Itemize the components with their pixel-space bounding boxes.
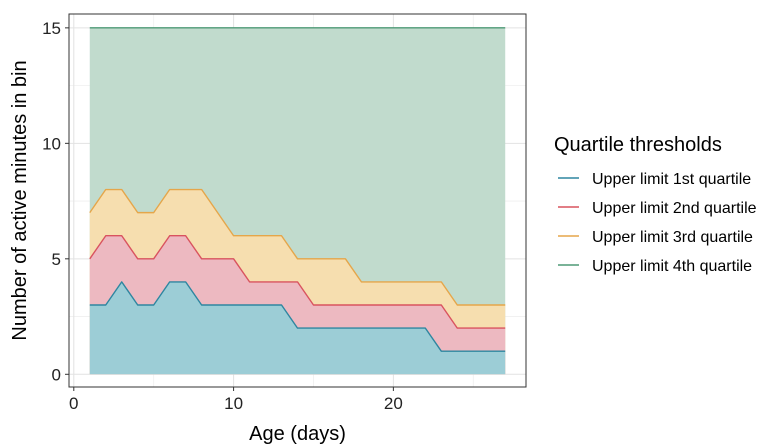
x-axis-ticks: 0 10 20: [69, 387, 403, 413]
area-layer: [89, 27, 506, 375]
legend-label-4: Upper limit 4th quartile: [592, 258, 752, 275]
legend-items: Upper limit 1st quartile Upper limit 2nd …: [558, 171, 757, 275]
y-tick-label: 10: [42, 134, 61, 153]
legend-label-3: Upper limit 3rd quartile: [592, 229, 753, 246]
line-series-1: [89, 281, 506, 352]
y-tick-label: 5: [52, 250, 61, 269]
x-tick-label: 0: [69, 394, 78, 413]
legend: Quartile thresholds Upper limit 1st quar…: [554, 134, 757, 275]
x-tick-label: 20: [384, 394, 403, 413]
y-tick-label: 0: [52, 365, 61, 384]
y-axis-ticks: 0 5 10 15: [42, 19, 69, 384]
line-series-3: [89, 188, 506, 306]
legend-title: Quartile thresholds: [554, 134, 722, 156]
line-layer: [89, 27, 506, 352]
legend-label-1: Upper limit 1st quartile: [592, 171, 751, 188]
line-series-2: [89, 235, 506, 329]
plot-border: [68, 13, 527, 388]
plot-panel: [68, 13, 527, 388]
x-tick-label: 10: [224, 394, 243, 413]
y-tick-label: 15: [42, 19, 61, 38]
y-axis-label: Number of active minutes in bin: [9, 60, 31, 340]
legend-label-2: Upper limit 2nd quartile: [592, 200, 757, 217]
x-axis-label: Age (days): [249, 423, 346, 444]
